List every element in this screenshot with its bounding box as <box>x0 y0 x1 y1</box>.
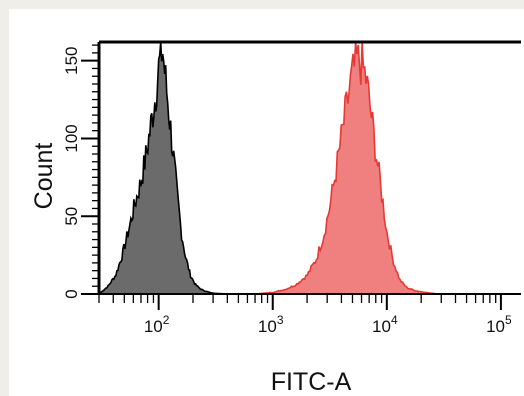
chart-card: 0 50 100 150 102 103 104 105 FITC-A Count <box>9 9 524 396</box>
x-tick-label: 103 <box>258 313 284 336</box>
x-tick-base: 10 <box>486 317 505 336</box>
x-tick-label: 102 <box>144 313 170 336</box>
x-tick-exponent: 2 <box>163 313 170 327</box>
y-tick-label: 100 <box>62 124 81 152</box>
y-tick-label: 50 <box>62 207 81 226</box>
y-axis-title: Count <box>30 143 58 210</box>
x-tick-base: 10 <box>144 317 163 336</box>
x-tick-exponent: 4 <box>391 313 398 327</box>
histogram-series-1 <box>255 41 438 295</box>
x-tick-base: 10 <box>258 317 277 336</box>
x-tick-exponent: 5 <box>505 313 512 327</box>
y-tick-label: 0 <box>62 289 81 298</box>
x-tick-base: 10 <box>372 317 391 336</box>
x-tick-label: 104 <box>372 313 398 336</box>
x-tick-label: 105 <box>486 313 512 336</box>
x-tick-exponent: 3 <box>277 313 284 327</box>
y-tick-label: 150 <box>62 46 81 74</box>
plot-area <box>96 41 438 295</box>
x-axis-title: FITC-A <box>271 368 352 396</box>
histogram-series-0 <box>96 41 239 295</box>
